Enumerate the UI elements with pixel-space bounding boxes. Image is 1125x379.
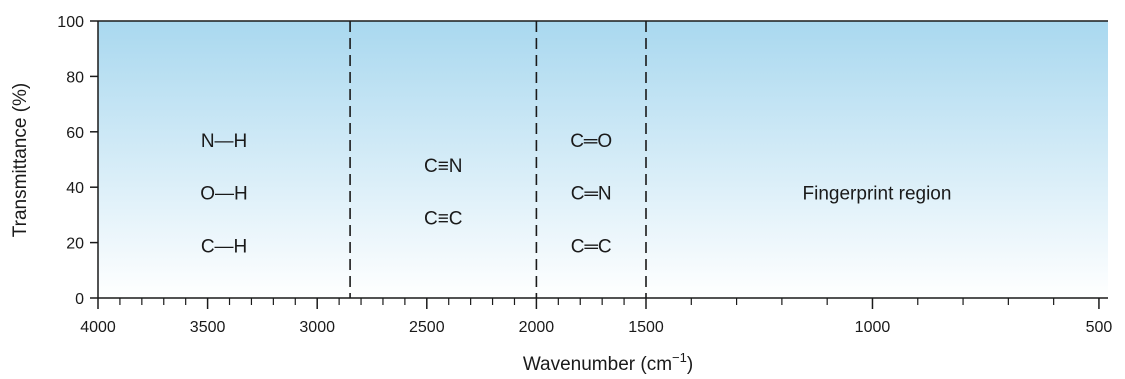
x-tick-label: 2500 bbox=[409, 319, 445, 336]
region-label: Fingerprint region bbox=[803, 184, 952, 205]
region-label: C═N bbox=[571, 184, 612, 205]
y-tick-label: 20 bbox=[66, 236, 84, 253]
region-boundaries bbox=[349, 21, 647, 298]
region-label: C≡N bbox=[424, 156, 463, 177]
region-label: N—H bbox=[201, 131, 247, 152]
x-axis-title: Wavenumber (cm−1) bbox=[523, 350, 693, 375]
axis-ticks: 0 20 40 60 80 100 4000 3500 3000 2500 2000 1500 1000… bbox=[57, 14, 1112, 336]
y-axis-title: Transmittance (%) bbox=[10, 83, 31, 238]
y-tick-label: 40 bbox=[66, 180, 84, 197]
region-label: C═C bbox=[571, 236, 612, 257]
x-tick-label: 4000 bbox=[80, 319, 116, 336]
x-tick-label: 2000 bbox=[519, 319, 555, 336]
region-label: C—H bbox=[201, 236, 247, 257]
y-tick-label: 0 bbox=[75, 291, 84, 308]
region-label: C═O bbox=[570, 131, 612, 152]
axes bbox=[97, 20, 1108, 299]
y-tick-label: 60 bbox=[66, 125, 84, 142]
y-tick-label: 80 bbox=[66, 69, 84, 86]
x-tick-label: 1500 bbox=[628, 319, 664, 336]
region-label: C≡C bbox=[424, 209, 463, 230]
y-tick-label: 100 bbox=[57, 14, 84, 31]
x-tick-label: 3500 bbox=[190, 319, 226, 336]
region-labels: N—H O—H C—H C≡N C≡C C═O C═N C═C Fingerprint regi… bbox=[200, 131, 951, 257]
x-tick-label: 500 bbox=[1086, 319, 1113, 336]
region-label: O—H bbox=[200, 184, 248, 205]
plot-area bbox=[98, 21, 1108, 298]
x-tick-label: 1000 bbox=[855, 319, 891, 336]
x-tick-label: 3000 bbox=[299, 319, 335, 336]
